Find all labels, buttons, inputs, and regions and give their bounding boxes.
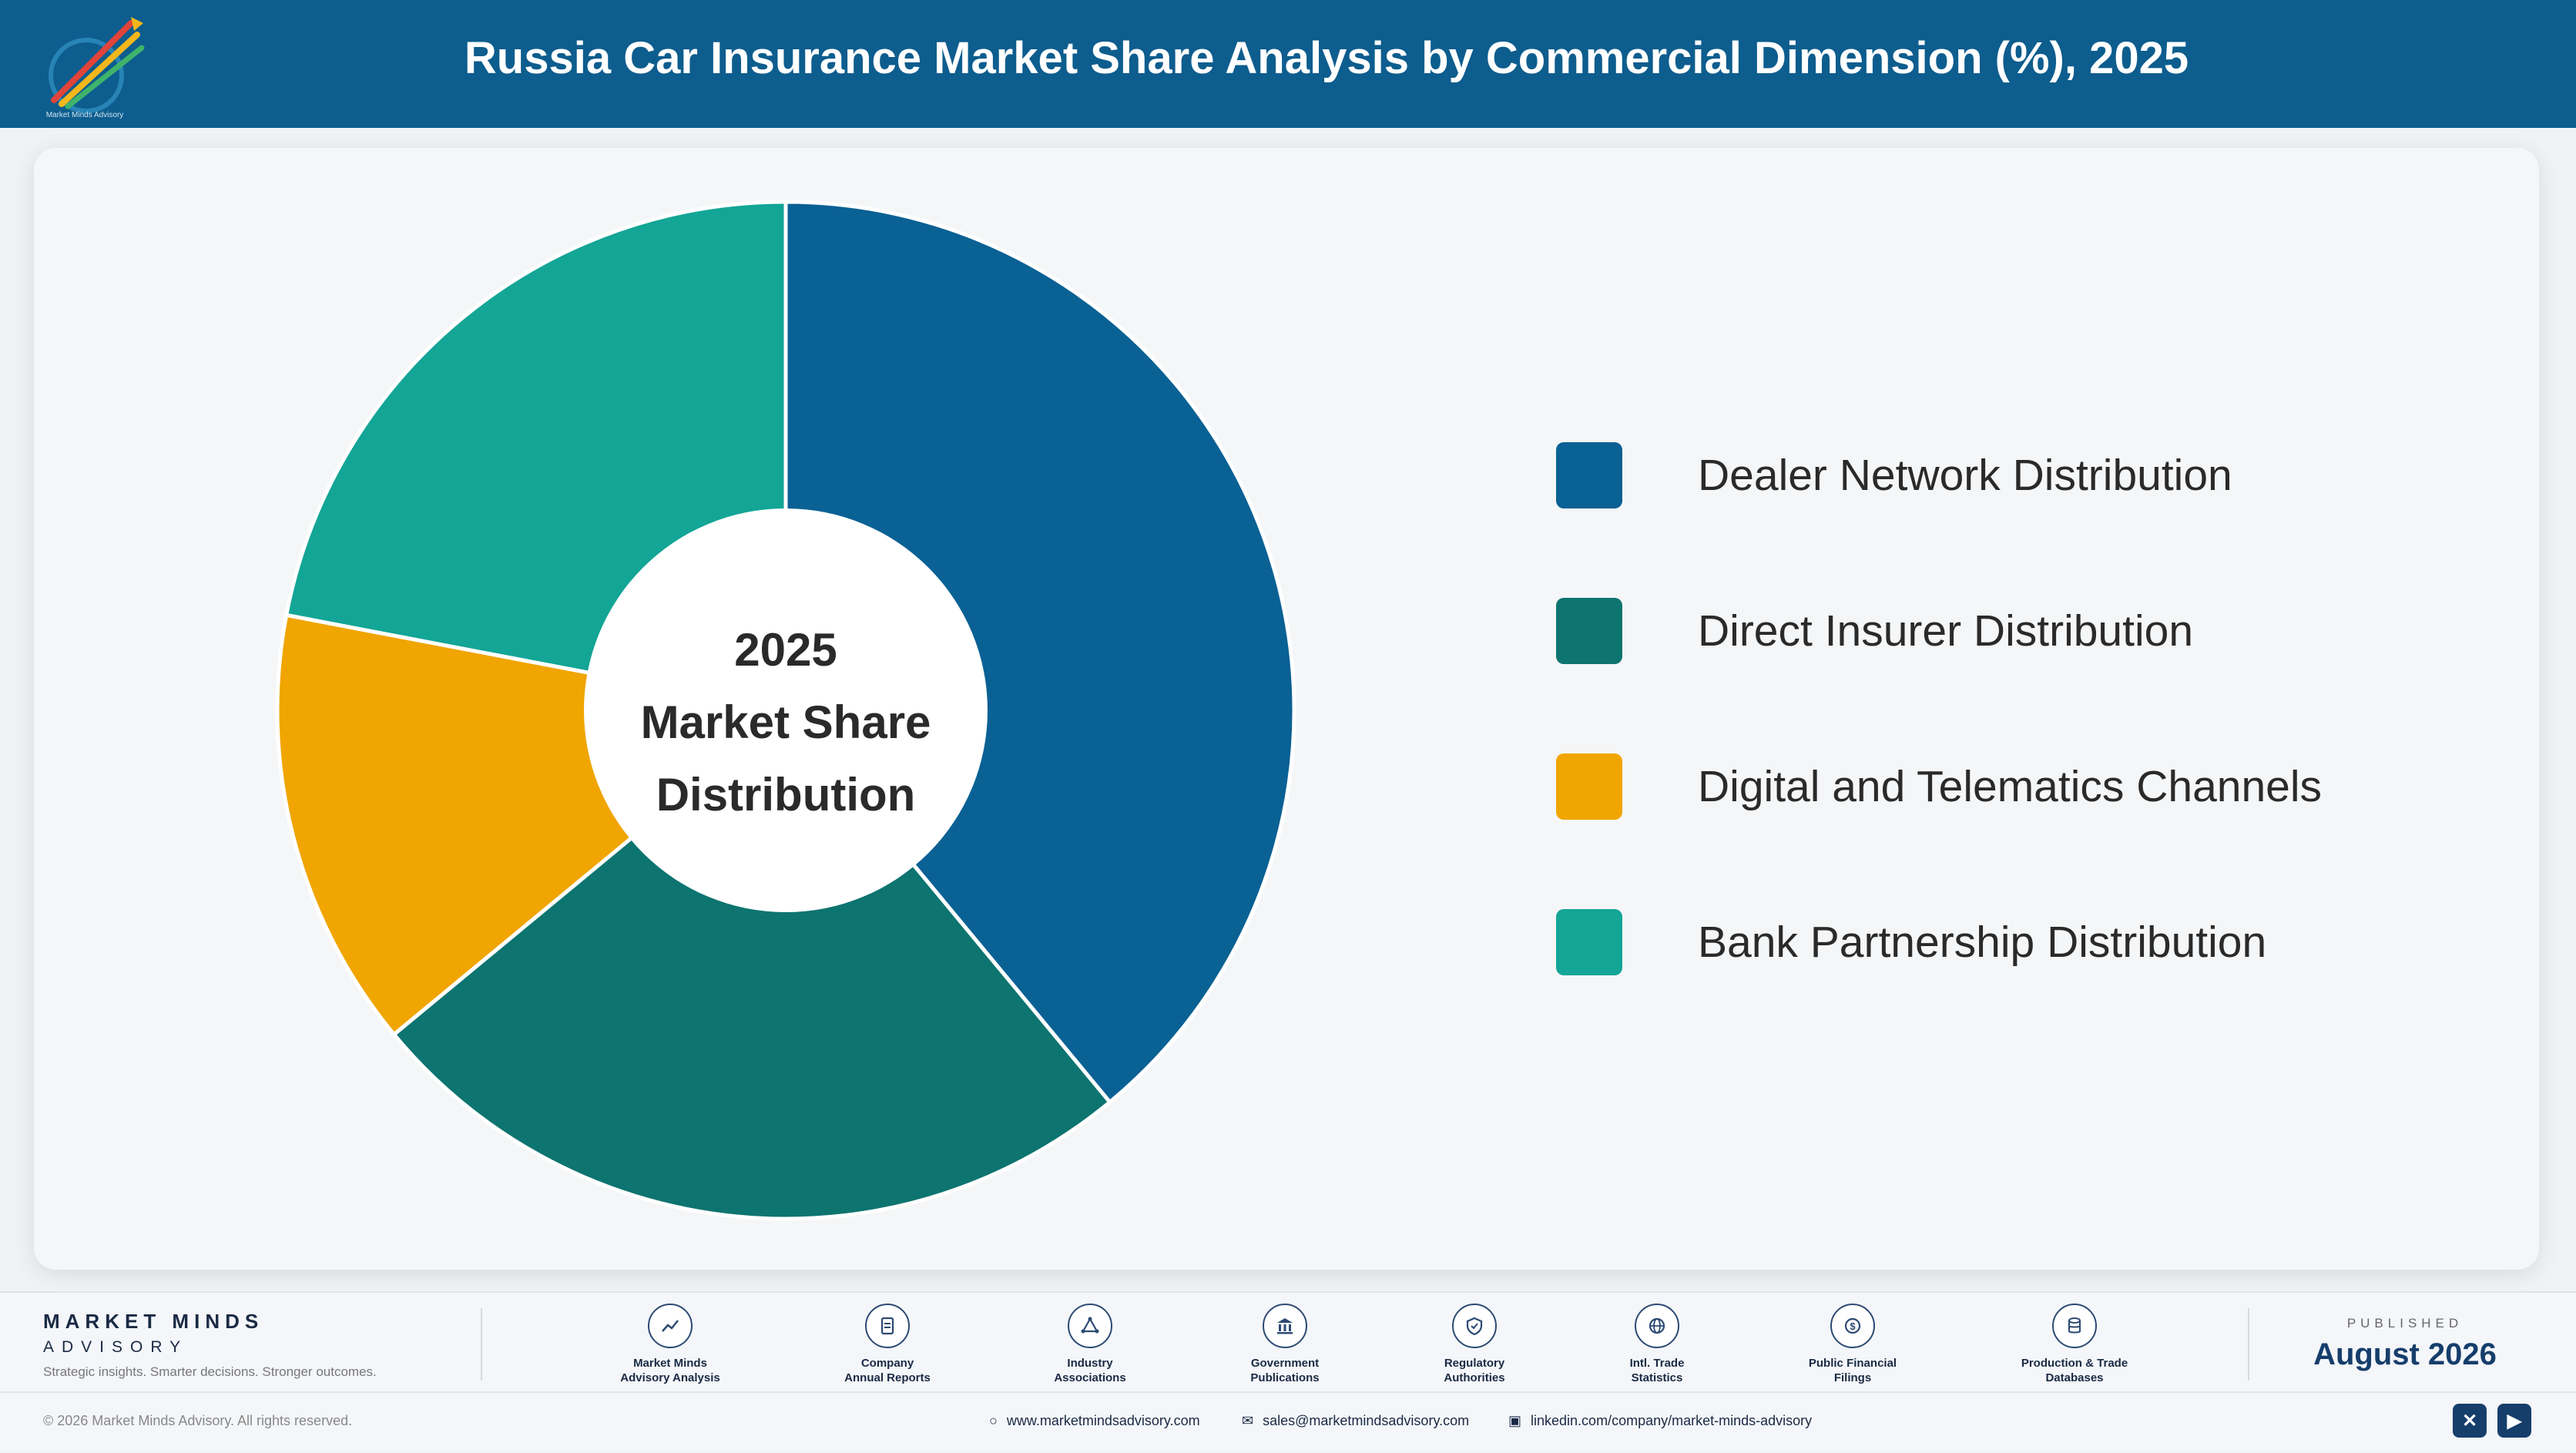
legend-swatch	[1556, 598, 1622, 664]
email-link[interactable]: ✉ sales@marketmindsadvisory.com	[1242, 1413, 1469, 1429]
source-line1: Public Financial	[1808, 1357, 1897, 1370]
copyright-text: © 2026 Market Minds Advisory. All rights…	[43, 1413, 353, 1428]
published-date: August 2026	[2313, 1337, 2497, 1371]
linkedin-link[interactable]: ▣ linkedin.com/company/market-minds-advis…	[1508, 1413, 1812, 1429]
source-line1: Market Minds	[633, 1357, 707, 1370]
source-line1: Production & Trade	[2021, 1357, 2128, 1370]
brand-subtitle: ADVISORY	[43, 1338, 189, 1356]
source-line2: Associations	[1054, 1371, 1126, 1384]
legend-item-direct-insurer: Direct Insurer Distribution	[1556, 598, 2480, 667]
source-line1: Intl. Trade	[1629, 1357, 1685, 1370]
source-industry-associations: Industry Associations	[1013, 1304, 1167, 1385]
shield-icon	[1452, 1304, 1497, 1348]
source-line2: Publications	[1250, 1371, 1320, 1384]
source-company-reports: Company Annual Reports	[810, 1304, 964, 1385]
source-line1: Regulatory	[1444, 1357, 1505, 1370]
legend-label: Digital and Telematics Channels	[1698, 762, 2323, 811]
brand-name: MARKET MINDS	[43, 1310, 264, 1333]
legend-item-digital-telematics: Digital and Telematics Channels	[1556, 753, 2480, 823]
center-label-year: 2025	[734, 624, 837, 676]
source-regulatory: Regulatory Authorities	[1397, 1304, 1551, 1385]
source-line1: Industry	[1067, 1357, 1113, 1370]
page-title: Russia Car Insurance Market Share Analys…	[464, 33, 2189, 83]
email-text: sales@marketmindsadvisory.com	[1263, 1413, 1470, 1428]
website-link[interactable]: ○ www.marketmindsadvisory.com	[989, 1413, 1200, 1429]
published-label: PUBLISHED	[2346, 1316, 2464, 1331]
divider	[481, 1308, 482, 1381]
trend-line-icon	[648, 1304, 693, 1348]
coin-icon: $	[1830, 1304, 1875, 1348]
globe-icon: ○	[989, 1413, 998, 1428]
center-label-line3: Distribution	[656, 769, 916, 820]
youtube-icon[interactable]: ▶	[2497, 1404, 2531, 1438]
legend-item-bank-partnership: Bank Partnership Distribution	[1556, 909, 2480, 978]
database-icon	[2052, 1304, 2097, 1348]
divider	[2248, 1308, 2249, 1381]
source-line2: Authorities	[1444, 1371, 1505, 1384]
source-production-databases: Production & Trade Databases	[1997, 1304, 2152, 1385]
source-trade-statistics: Intl. Trade Statistics	[1580, 1304, 1734, 1385]
brand-tagline: Strategic insights. Smarter decisions. S…	[43, 1364, 377, 1379]
website-text: www.marketmindsadvisory.com	[1006, 1413, 1200, 1428]
source-line1: Government	[1250, 1357, 1320, 1370]
legend-swatch	[1556, 909, 1622, 975]
header-bar: Market Minds Advisory Russia Car Insuran…	[0, 0, 2576, 128]
published-block: PUBLISHED August 2026	[2305, 1316, 2505, 1372]
pie-slice-dealer-network-distribution	[783, 200, 1296, 1106]
mail-icon: ✉	[1242, 1413, 1254, 1428]
footer-bottom-bar: © 2026 Market Minds Advisory. All rights…	[0, 1391, 2576, 1453]
x-icon[interactable]: ✕	[2453, 1404, 2487, 1438]
center-label-line2: Market Share	[641, 696, 931, 748]
linkedin-icon: ▣	[1508, 1413, 1522, 1428]
footer: MARKET MINDS ADVISORY Strategic insights…	[0, 1291, 2576, 1451]
source-financial-filings: $ Public Financial Filings	[1776, 1304, 1930, 1385]
legend-swatch	[1556, 753, 1622, 820]
network-icon	[1068, 1304, 1112, 1348]
source-market-minds: Market Minds Advisory Analysis	[593, 1304, 747, 1385]
pie-chart: 2025 Market Share Distribution	[275, 200, 1296, 1221]
footer-brand: MARKET MINDS ADVISORY Strategic insights…	[43, 1310, 377, 1380]
source-line2: Advisory Analysis	[620, 1371, 720, 1384]
linkedin-text: linkedin.com/company/market-minds-adviso…	[1531, 1413, 1813, 1428]
legend-swatch	[1556, 442, 1622, 508]
source-line2: Databases	[2045, 1371, 2104, 1384]
svg-text:$: $	[1850, 1320, 1856, 1332]
legend-item-dealer-network: Dealer Network Distribution	[1556, 442, 2480, 512]
svg-text:Market Minds Advisory: Market Minds Advisory	[46, 111, 124, 119]
source-line2: Statistics	[1631, 1371, 1683, 1384]
donut-hole	[584, 508, 988, 912]
government-building-icon	[1263, 1304, 1307, 1348]
legend-label: Dealer Network Distribution	[1698, 451, 2232, 500]
source-line2: Filings	[1833, 1371, 1872, 1384]
globe-icon	[1635, 1304, 1679, 1348]
source-line2: Annual Reports	[844, 1371, 931, 1384]
legend-label: Bank Partnership Distribution	[1698, 918, 2267, 967]
document-icon	[865, 1304, 910, 1348]
company-logo: Market Minds Advisory	[46, 17, 145, 119]
legend-label: Direct Insurer Distribution	[1698, 606, 2194, 656]
chart-card: 2025 Market Share Distribution Dealer Ne…	[34, 148, 2539, 1270]
source-government: Government Publications	[1208, 1304, 1362, 1385]
source-line1: Company	[860, 1357, 914, 1370]
pie-slice-direct-insurer-distribution	[391, 707, 1113, 1221]
